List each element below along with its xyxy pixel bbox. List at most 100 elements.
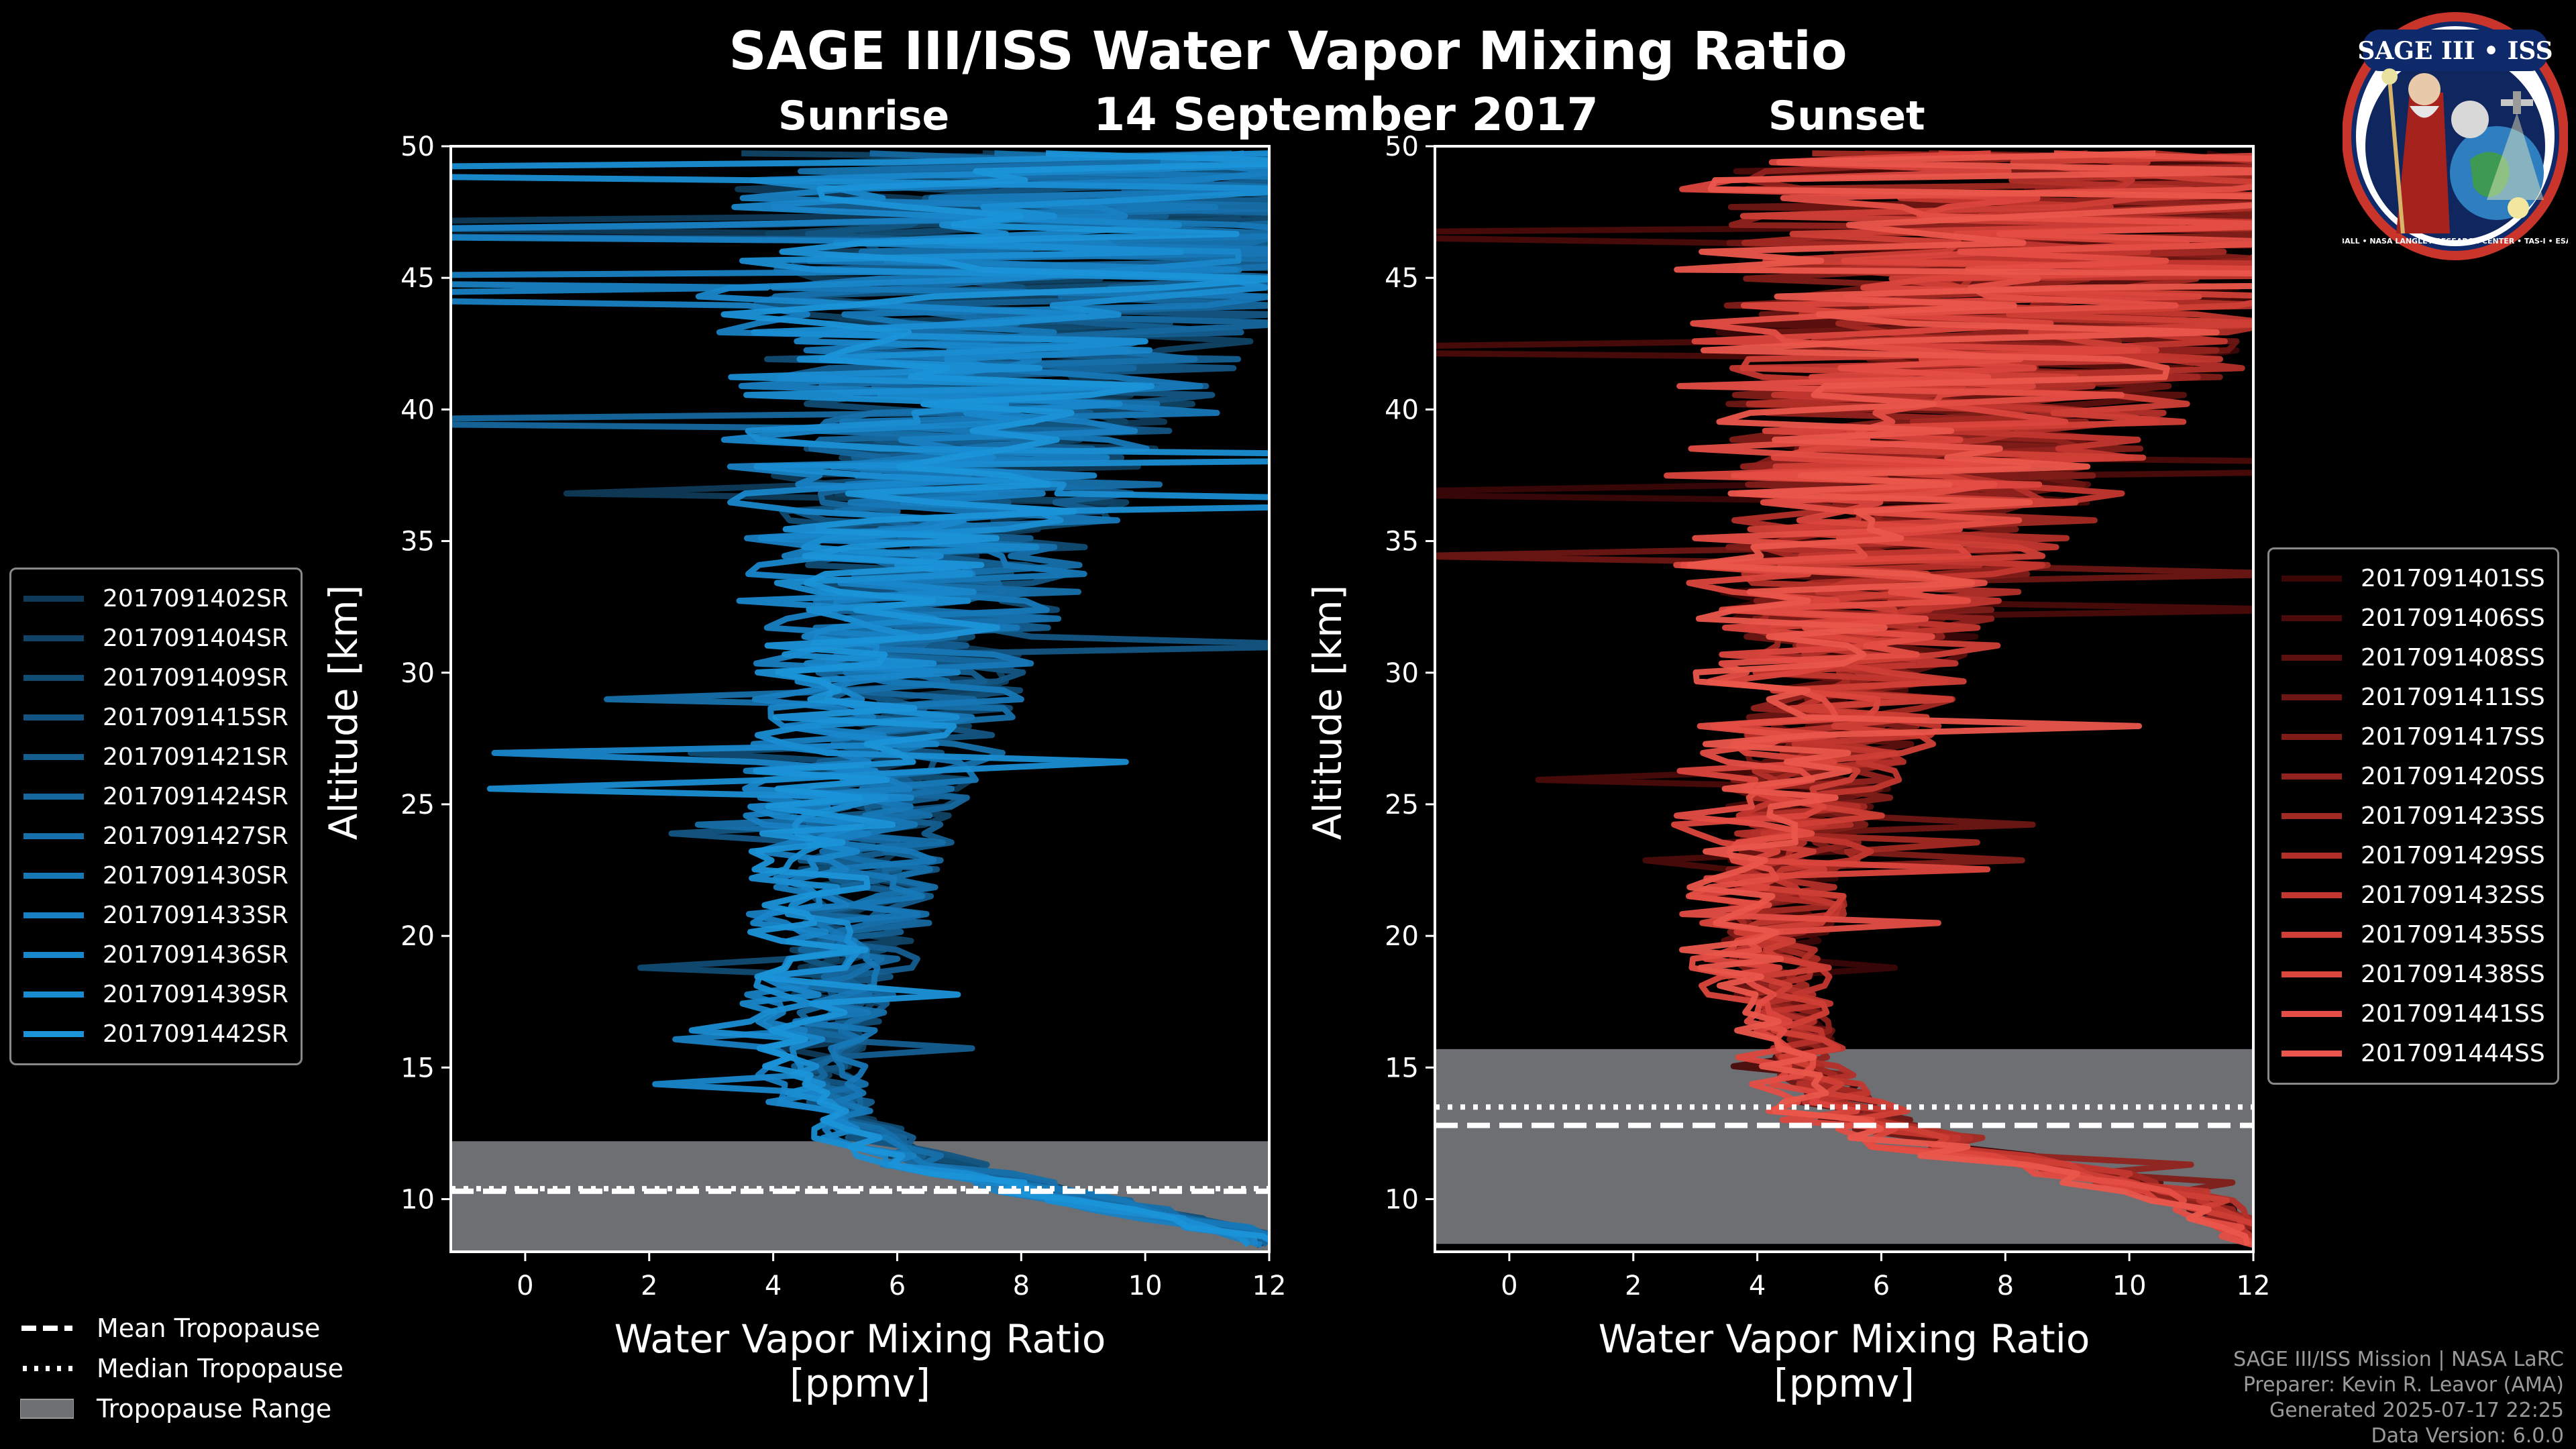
legend-swatch: [23, 714, 84, 720]
legend-entry-2017091435SS: 2017091435SS: [2282, 915, 2545, 955]
legend-label: 2017091441SS: [2361, 1000, 2545, 1028]
legend-label: 2017091438SS: [2361, 961, 2545, 988]
sunrise-panel-title: Sunrise: [778, 93, 950, 140]
legend-label: 2017091444SS: [2361, 1040, 2545, 1067]
y-tick-label: 10: [1385, 1185, 1419, 1216]
legend-swatch: [23, 873, 84, 879]
y-tick-label: 25: [1385, 790, 1419, 820]
y-tick-label: 35: [1385, 527, 1419, 557]
legend-entry-2017091427SR: 2017091427SR: [23, 816, 288, 856]
legend-entry-2017091442SR: 2017091442SR: [23, 1014, 288, 1054]
legend-label: 2017091408SS: [2361, 644, 2545, 672]
sage-iii-iss-mission-patch: SAGE III • ISS BALL • NASA LANGLEY RESEA…: [2343, 12, 2568, 260]
median-tropopause-entry: Median Tropopause: [20, 1348, 343, 1389]
mean-tropopause-label: Mean Tropopause: [97, 1313, 321, 1343]
y-tick-label: 20: [1385, 921, 1419, 952]
x-tick-label: 10: [1128, 1271, 1163, 1301]
y-tick-label: 35: [400, 527, 435, 557]
footer-preparer: Preparer: Kevin R. Leavor (AMA): [2243, 1373, 2564, 1397]
legend-swatch: [23, 635, 84, 641]
legend-label: 2017091432SS: [2361, 881, 2545, 909]
legend-entry-2017091432SS: 2017091432SS: [2282, 875, 2545, 915]
y-tick-label: 45: [400, 263, 435, 294]
y-tick-label: 15: [1385, 1053, 1419, 1083]
legend-swatch: [23, 675, 84, 681]
legend-label: 2017091427SR: [103, 822, 288, 850]
sunrise-legend: 2017091402SR 2017091404SR 2017091409SR 2017…: [9, 568, 303, 1065]
y-axis-label: Altitude [km]: [321, 585, 366, 840]
legend-swatch: [23, 833, 84, 839]
legend-label: 2017091421SR: [103, 743, 288, 771]
y-tick-label: 40: [1385, 394, 1419, 425]
tropopause-range-label: Tropopause Range: [97, 1394, 332, 1424]
footer-credits: SAGE III/ISS Mission | NASA LaRC Prepare…: [2233, 1347, 2564, 1449]
x-axis-label: Water Vapor Mixing Ratio: [614, 1316, 1106, 1362]
legend-label: 2017091406SS: [2361, 604, 2545, 632]
dotted-line-swatch: [23, 1366, 72, 1371]
y-axis-label: Altitude [km]: [1305, 585, 1350, 840]
legend-swatch: [23, 912, 84, 918]
legend-entry-2017091433SR: 2017091433SR: [23, 896, 288, 935]
y-tick-label: 30: [1385, 658, 1419, 689]
y-tick-label: 40: [400, 394, 435, 425]
x-tick-label: 8: [1997, 1271, 2014, 1301]
x-tick-label: 0: [517, 1271, 533, 1301]
x-tick-label: 2: [641, 1271, 657, 1301]
legend-label: 2017091442SR: [103, 1020, 288, 1048]
legend-label: 2017091401SS: [2361, 565, 2545, 592]
legend-swatch: [2282, 773, 2342, 780]
legend-entry-2017091444SS: 2017091444SS: [2282, 1034, 2545, 1073]
legend-swatch: [2282, 813, 2342, 819]
x-axis-label: [ppmv]: [1774, 1360, 1915, 1406]
legend-label: 2017091429SS: [2361, 842, 2545, 869]
footer-mission: SAGE III/ISS Mission | NASA LaRC: [2233, 1348, 2564, 1371]
legend-entry-2017091424SR: 2017091424SR: [23, 777, 288, 816]
legend-label: 2017091439SR: [103, 981, 288, 1008]
y-tick-label: 25: [400, 790, 435, 820]
legend-entry-2017091409SR: 2017091409SR: [23, 658, 288, 698]
legend-entry-2017091411SS: 2017091411SS: [2282, 678, 2545, 717]
legend-label: 2017091423SS: [2361, 802, 2545, 830]
x-tick-label: 10: [2112, 1271, 2147, 1301]
legend-entry-2017091423SS: 2017091423SS: [2282, 796, 2545, 836]
legend-label: 2017091409SR: [103, 664, 288, 692]
patch-caption: BALL • NASA LANGLEY RESEARCH CENTER • TA…: [2343, 237, 2568, 246]
legend-label: 2017091424SR: [103, 783, 288, 810]
x-tick-label: 12: [1252, 1271, 1287, 1301]
x-tick-label: 12: [2237, 1271, 2271, 1301]
legend-swatch: [23, 952, 84, 958]
legend-label: 2017091404SR: [103, 625, 288, 652]
y-tick-label: 10: [400, 1185, 435, 1216]
profile-2017091442SR: [720, 150, 1269, 1244]
legend-entry-2017091421SR: 2017091421SR: [23, 737, 288, 777]
x-tick-label: 0: [1501, 1271, 1517, 1301]
sunrise-chart: 0 2 4 6 8 10 12 10 15 20 25 30 35 40 45 50 Water Vapor M…: [321, 131, 1287, 1406]
legend-swatch: [2282, 1011, 2342, 1017]
legend-entry-2017091401SS: 2017091401SS: [2282, 559, 2545, 598]
y-tick-label: 50: [400, 131, 435, 162]
profile-2017091430SR: [770, 162, 1269, 1240]
x-tick-label: 8: [1013, 1271, 1030, 1301]
legend-label: 2017091433SR: [103, 902, 288, 929]
profile-2017091444SS: [1674, 150, 2253, 1246]
legend-label: 2017091417SS: [2361, 723, 2545, 751]
legend-swatch: [23, 596, 84, 602]
legend-label: 2017091435SS: [2361, 921, 2545, 949]
legend-swatch: [2282, 971, 2342, 977]
plot-area: [451, 150, 1269, 1252]
x-tick-label: 2: [1625, 1271, 1642, 1301]
x-tick-label: 6: [1873, 1271, 1890, 1301]
legend-label: 2017091436SR: [103, 941, 288, 969]
footer-version: Data Version: 6.0.0: [2371, 1424, 2564, 1448]
legend-label: 2017091420SS: [2361, 763, 2545, 790]
patch-name: SAGE III • ISS: [2357, 37, 2553, 65]
legend-entry-2017091436SR: 2017091436SR: [23, 935, 288, 975]
y-tick-label: 20: [400, 921, 435, 952]
tropopause-legend: Mean Tropopause Median Tropopause Tropop…: [20, 1308, 343, 1429]
y-tick-label: 15: [400, 1053, 435, 1083]
legend-swatch: [2282, 853, 2342, 859]
plot-area: [1435, 150, 2253, 1248]
plot-frame: [1434, 145, 2255, 1253]
x-tick-label: 4: [765, 1271, 782, 1301]
